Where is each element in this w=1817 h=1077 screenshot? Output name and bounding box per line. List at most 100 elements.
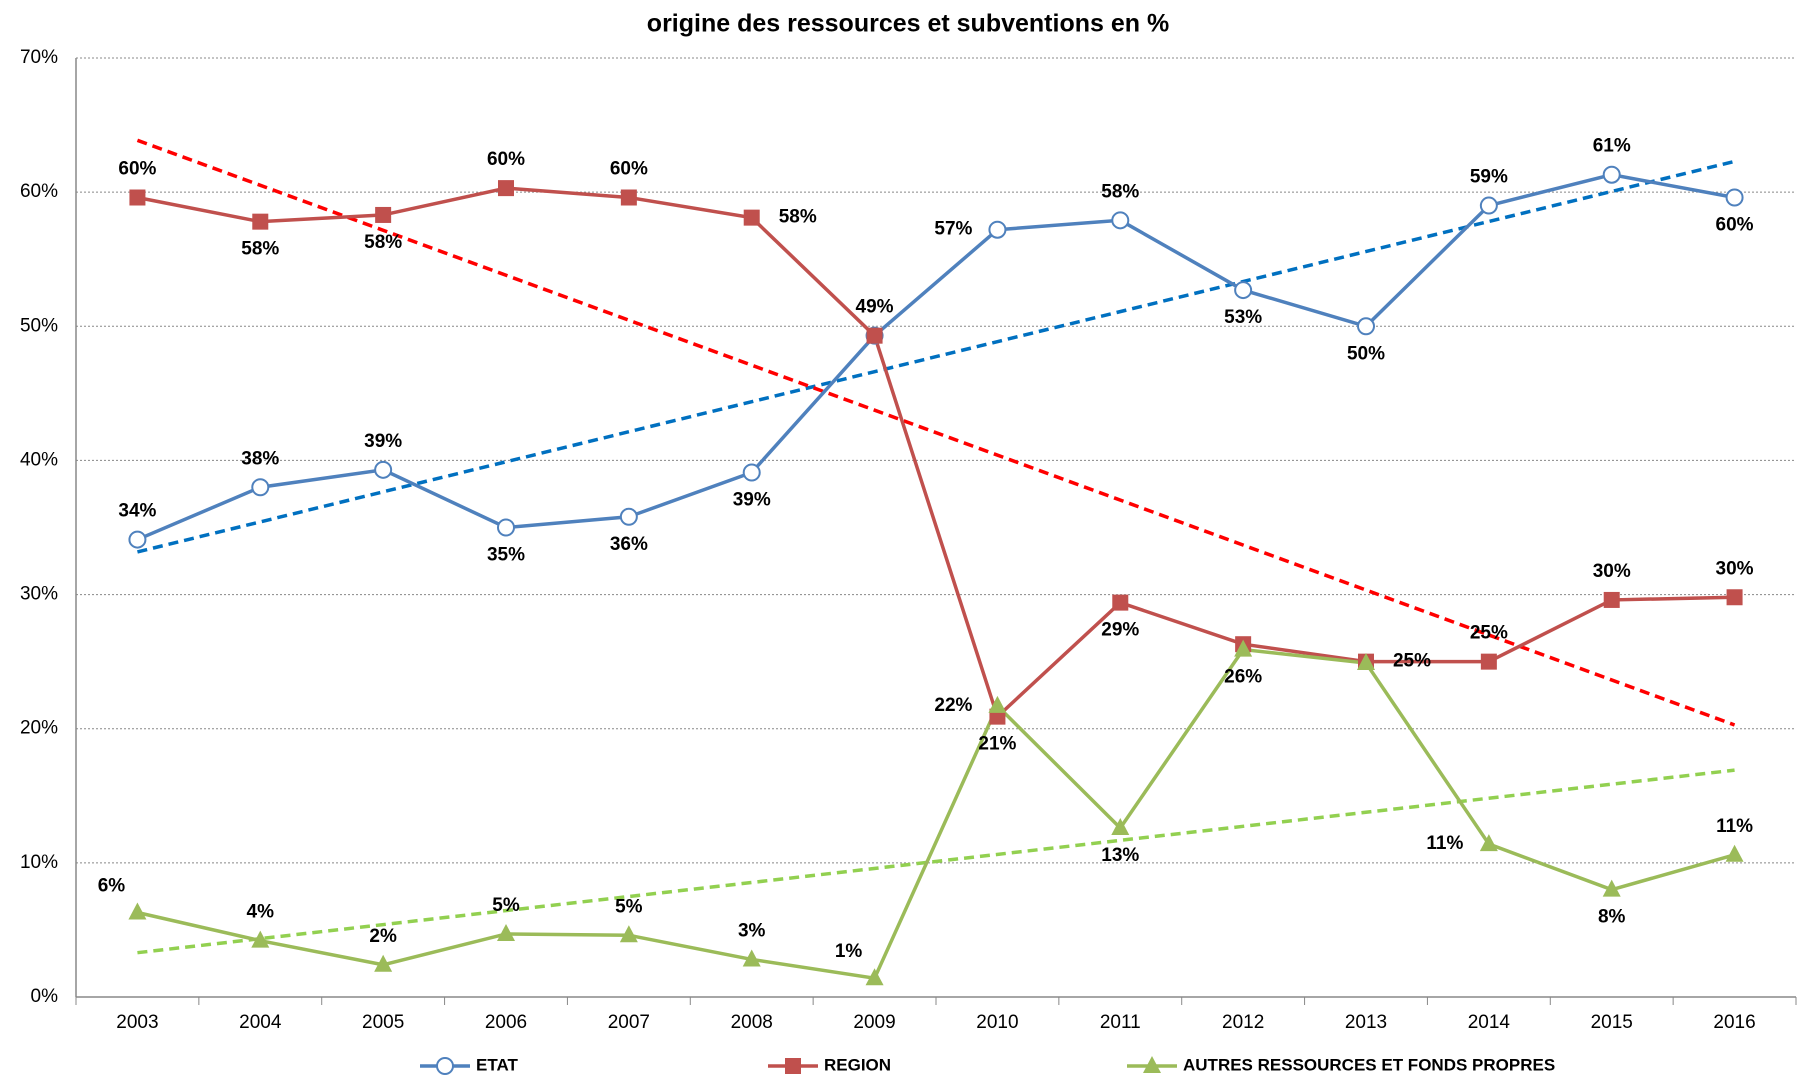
legend-marker <box>436 1057 454 1075</box>
legend-label: REGION <box>824 1055 891 1074</box>
data-label: 60% <box>1716 215 1754 236</box>
data-label: 39% <box>733 490 771 511</box>
marker <box>1602 879 1621 897</box>
trend-line <box>137 768 1735 955</box>
x-tick-label: 2012 <box>1222 1012 1264 1033</box>
data-label: 6% <box>98 876 126 897</box>
y-tick-label: 70% <box>20 47 58 68</box>
marker <box>1480 653 1497 670</box>
marker <box>743 209 760 226</box>
data-label: 58% <box>241 239 279 260</box>
x-tick-label: 2009 <box>853 1012 895 1033</box>
data-label: 58% <box>779 207 817 228</box>
x-tick-label: 2010 <box>976 1012 1018 1033</box>
x-tick-label: 2006 <box>485 1012 527 1033</box>
data-label: 5% <box>615 896 643 917</box>
legend-marker <box>1143 1056 1161 1073</box>
marker <box>498 180 514 197</box>
marker <box>375 206 392 223</box>
y-tick-label: 20% <box>20 718 58 739</box>
marker <box>619 925 638 943</box>
legend-marker <box>785 1058 801 1074</box>
marker <box>620 189 637 206</box>
data-label: 35% <box>487 545 525 566</box>
marker <box>1603 591 1620 608</box>
x-tick-label: 2014 <box>1468 1012 1511 1033</box>
data-label: 30% <box>1593 561 1631 582</box>
data-label: 25% <box>1470 623 1508 644</box>
marker <box>374 954 393 972</box>
marker <box>497 923 515 941</box>
marker <box>1112 594 1129 611</box>
marker <box>128 902 147 920</box>
marker <box>1111 817 1130 835</box>
data-label: 50% <box>1347 343 1385 364</box>
trend-line <box>137 159 1735 554</box>
data-label: 61% <box>1593 136 1631 157</box>
x-tick-label: 2004 <box>239 1012 282 1033</box>
x-tick-label: 2013 <box>1345 1012 1387 1033</box>
data-label: 3% <box>738 920 766 941</box>
marker <box>252 213 269 230</box>
marker <box>251 930 270 948</box>
x-tick-label: 2005 <box>362 1012 404 1033</box>
data-label: 4% <box>247 902 275 923</box>
data-label: 22% <box>934 695 972 716</box>
marker <box>1357 317 1375 336</box>
marker <box>1602 165 1621 184</box>
data-label: 11% <box>1716 816 1753 837</box>
data-label: 29% <box>1101 620 1139 641</box>
series-line <box>137 647 1736 981</box>
data-label: 58% <box>364 232 402 253</box>
marker <box>988 220 1007 239</box>
marker <box>1111 211 1130 230</box>
trend-line <box>136 138 1736 727</box>
data-label: 58% <box>1101 181 1139 202</box>
marker <box>1725 844 1744 862</box>
data-label: 21% <box>978 734 1016 755</box>
marker <box>619 507 638 526</box>
marker <box>1234 281 1253 300</box>
data-label: 1% <box>835 941 863 962</box>
data-label: 53% <box>1224 307 1262 328</box>
x-tick-label: 2015 <box>1591 1012 1633 1033</box>
marker <box>374 460 393 479</box>
y-tick-label: 0% <box>31 986 59 1007</box>
data-label: 38% <box>241 448 279 469</box>
legend-label: AUTRES RESSOURCES ET FONDS PROPRES <box>1183 1055 1555 1074</box>
marker <box>1725 188 1744 207</box>
marker <box>742 463 761 482</box>
data-label: 39% <box>364 431 402 452</box>
x-tick-label: 2003 <box>116 1012 158 1033</box>
data-label: 30% <box>1716 558 1754 579</box>
series-line <box>137 186 1735 720</box>
y-tick-label: 30% <box>20 584 58 605</box>
marker <box>1479 196 1498 215</box>
marker <box>129 189 146 206</box>
data-label: 57% <box>934 219 972 240</box>
series-line <box>136 172 1735 542</box>
marker <box>251 478 270 497</box>
marker <box>865 968 884 986</box>
data-label: 60% <box>487 149 525 170</box>
marker <box>866 327 883 344</box>
marker <box>1234 639 1253 657</box>
data-label: 8% <box>1598 907 1626 928</box>
y-tick-label: 50% <box>20 315 58 336</box>
data-label: 36% <box>610 534 648 555</box>
data-label: 59% <box>1470 167 1508 188</box>
data-label: 2% <box>369 926 397 947</box>
data-label: 25% <box>1393 651 1431 672</box>
marker <box>1726 589 1743 606</box>
y-tick-label: 60% <box>20 181 58 202</box>
data-label: 60% <box>118 159 156 180</box>
x-tick-label: 2011 <box>1100 1012 1141 1033</box>
data-label: 26% <box>1224 667 1262 688</box>
data-label: 34% <box>118 501 156 522</box>
legend-label: ETAT <box>476 1055 518 1074</box>
data-label: 5% <box>492 895 520 916</box>
y-tick-label: 40% <box>20 449 58 470</box>
marker <box>497 518 515 537</box>
marker <box>128 530 147 549</box>
